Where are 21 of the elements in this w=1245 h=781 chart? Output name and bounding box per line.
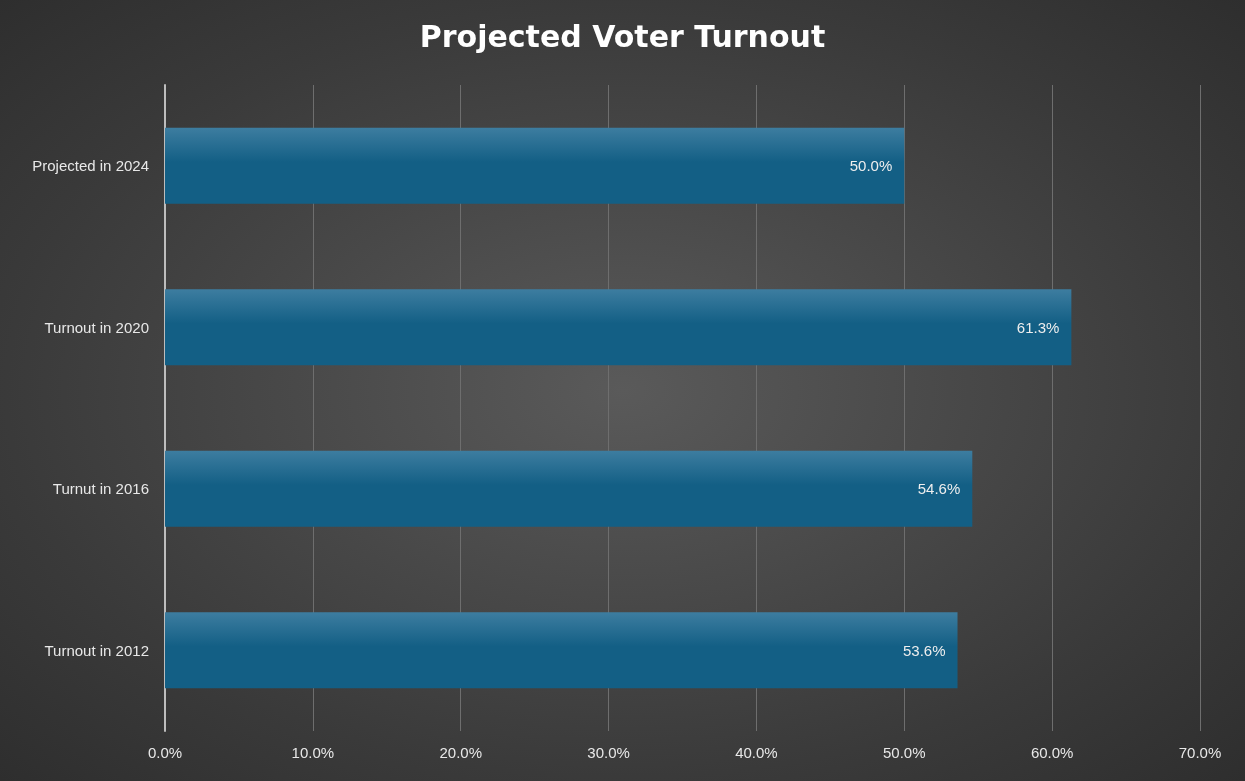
- y-tick-label: Projected in 2024: [32, 157, 149, 175]
- x-tick-label: 10.0%: [291, 744, 335, 761]
- x-tick-label: 70.0%: [1178, 744, 1222, 761]
- bar: [165, 289, 1072, 366]
- x-tick-label: 60.0%: [1030, 744, 1074, 761]
- x-tick-label: 40.0%: [735, 744, 778, 761]
- y-tick-label: Turnout in 2020: [44, 318, 149, 336]
- data-label: 54.6%: [917, 480, 961, 498]
- chart-title: Projected Voter Turnout: [419, 18, 826, 54]
- data-label: 50.0%: [849, 157, 893, 175]
- data-label: 53.6%: [902, 641, 946, 659]
- data-label: 61.3%: [1016, 318, 1060, 336]
- x-tick-label: 50.0%: [883, 744, 926, 761]
- bar: [165, 127, 905, 204]
- bar: [165, 450, 973, 527]
- bar: [165, 612, 958, 689]
- y-tick-label: Turnut in 2016: [52, 480, 149, 498]
- x-tick-label: 0.0%: [147, 744, 183, 761]
- y-tick-label: Turnout in 2012: [44, 641, 149, 659]
- x-tick-label: 30.0%: [587, 744, 630, 761]
- x-tick-label: 20.0%: [439, 744, 482, 761]
